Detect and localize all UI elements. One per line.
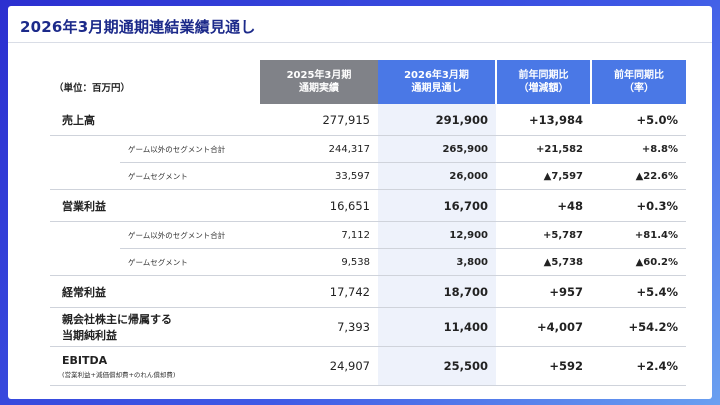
- header-fy2025-actual: 2025年3月期 通期実績: [260, 60, 378, 104]
- rate-value: +5.4%: [591, 275, 686, 308]
- rate-value: +2.4%: [591, 346, 686, 386]
- forecast-value: 18,700: [378, 275, 496, 308]
- row-label: ゲーム以外のセグメント合計: [120, 135, 260, 163]
- table-row: ゲームセグメント 33,597 26,000 ▲7,597 ▲22.6%: [50, 162, 686, 190]
- rate-value: +81.4%: [591, 221, 686, 249]
- forecast-value: 16,700: [378, 189, 496, 222]
- forecast-value: 25,500: [378, 346, 496, 386]
- header-yoy-rate: 前年同期比 （率）: [590, 60, 686, 104]
- row-label: ゲーム以外のセグメント合計: [120, 221, 260, 249]
- change-value: +592: [496, 346, 591, 386]
- rate-value: +8.8%: [591, 135, 686, 163]
- change-value: +4,007: [496, 307, 591, 347]
- table-row: 経常利益 17,742 18,700 +957 +5.4%: [50, 275, 686, 308]
- rate-value: +0.3%: [591, 189, 686, 222]
- rate-value: +5.0%: [591, 104, 686, 136]
- ebitda-note: (営業利益+減価償却費+のれん償却費): [62, 370, 176, 379]
- actual-value: 9,538: [260, 248, 378, 276]
- change-value: +48: [496, 189, 591, 222]
- change-value: +13,984: [496, 104, 591, 136]
- header-fy2026-forecast: 2026年3月期 通期見通し: [378, 60, 496, 104]
- forecast-value: 11,400: [378, 307, 496, 347]
- rate-value: ▲60.2%: [591, 248, 686, 276]
- title-divider: [8, 42, 712, 43]
- change-value: ▲5,738: [496, 248, 591, 276]
- forecast-value: 12,900: [378, 221, 496, 249]
- change-value: +957: [496, 275, 591, 308]
- table-row: 売上高 277,915 291,900 +13,984 +5.0%: [50, 104, 686, 136]
- table-row: ゲーム以外のセグメント合計 7,112 12,900 +5,787 +81.4%: [50, 221, 686, 249]
- row-label: 経常利益: [50, 275, 260, 308]
- row-label: ゲームセグメント: [120, 162, 260, 190]
- header-yoy-change: 前年同期比 （増減額）: [495, 60, 591, 104]
- page-title: 2026年3月期通期連結業績見通し: [20, 18, 256, 36]
- actual-value: 277,915: [260, 104, 378, 136]
- row-label: 売上高: [50, 104, 260, 136]
- actual-value: 16,651: [260, 189, 378, 222]
- actual-value: 244,317: [260, 135, 378, 163]
- table-row: ゲームセグメント 9,538 3,800 ▲5,738 ▲60.2%: [50, 248, 686, 276]
- table-header-row: 2025年3月期 通期実績 2026年3月期 通期見通し 前年同期比 （増減額） 前年…: [50, 60, 686, 104]
- row-label: EBITDA (営業利益+減価償却費+のれん償却費): [50, 346, 260, 386]
- forecast-table: 2025年3月期 通期実績 2026年3月期 通期見通し 前年同期比 （増減額） 前年…: [50, 60, 686, 386]
- row-label: ゲームセグメント: [120, 248, 260, 276]
- table-row: EBITDA (営業利益+減価償却費+のれん償却費) 24,907 25,500 …: [50, 346, 686, 386]
- change-value: +5,787: [496, 221, 591, 249]
- actual-value: 24,907: [260, 346, 378, 386]
- actual-value: 17,742: [260, 275, 378, 308]
- forecast-value: 265,900: [378, 135, 496, 163]
- table-row: 親会社株主に帰属する 当期純利益 7,393 11,400 +4,007 +54.…: [50, 307, 686, 347]
- table-row: ゲーム以外のセグメント合計 244,317 265,900 +21,582 +8…: [50, 135, 686, 163]
- row-label: 親会社株主に帰属する 当期純利益: [50, 307, 260, 347]
- forecast-value: 26,000: [378, 162, 496, 190]
- slide: 2026年3月期通期連結業績見通し 2025年3月期 通期実績 2026年3月期通…: [8, 6, 712, 399]
- actual-value: 7,112: [260, 221, 378, 249]
- unit-label: （単位：百万円）: [54, 83, 131, 94]
- rate-value: +54.2%: [591, 307, 686, 347]
- change-value: +21,582: [496, 135, 591, 163]
- row-label: 営業利益: [50, 189, 260, 222]
- forecast-value: 3,800: [378, 248, 496, 276]
- actual-value: 33,597: [260, 162, 378, 190]
- rate-value: ▲22.6%: [591, 162, 686, 190]
- actual-value: 7,393: [260, 307, 378, 347]
- forecast-value: 291,900: [378, 104, 496, 136]
- change-value: ▲7,597: [496, 162, 591, 190]
- table-row: 営業利益 16,651 16,700 +48 +0.3%: [50, 189, 686, 222]
